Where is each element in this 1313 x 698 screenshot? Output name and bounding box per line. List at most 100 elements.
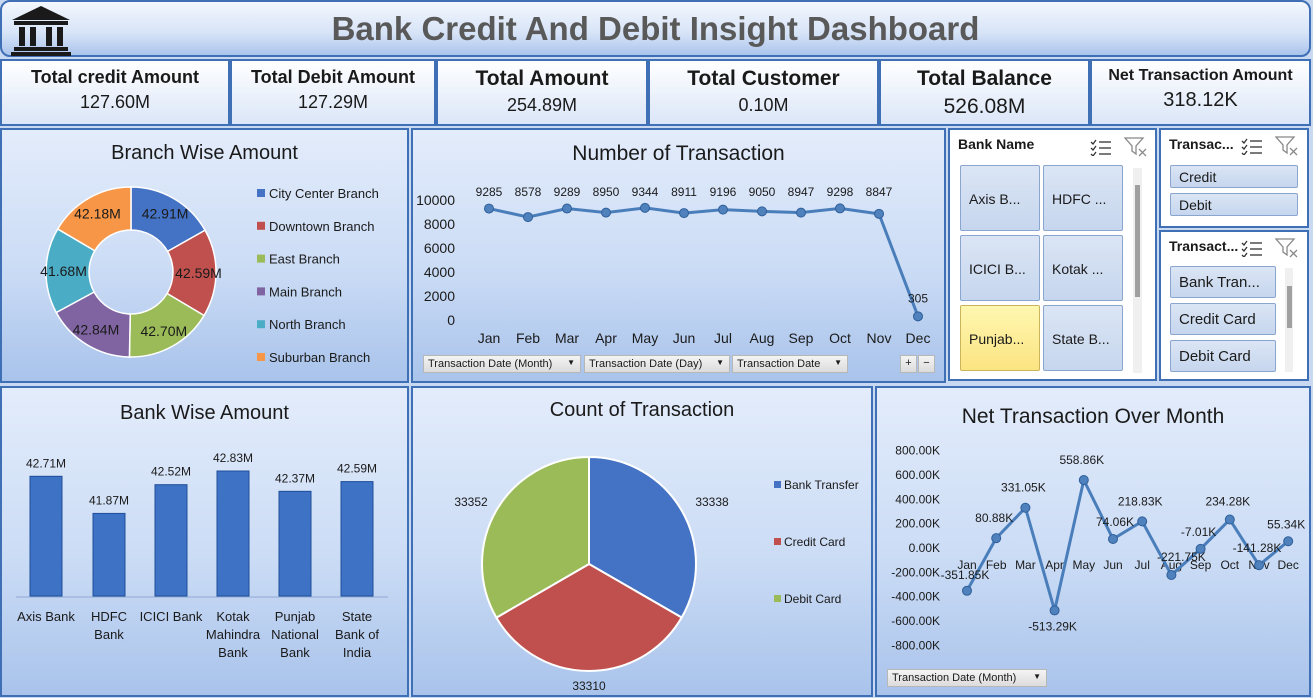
data-label: 8847 xyxy=(866,185,893,199)
y-tick-label: 800.00K xyxy=(895,444,940,458)
data-label: 9289 xyxy=(554,185,581,199)
slicer-item-kotak-bank[interactable]: Kotak ... xyxy=(1043,235,1123,301)
slicer-scrollbar-thumb[interactable] xyxy=(1135,185,1140,297)
filter-month-button[interactable]: Transaction Date (Month) ▼ xyxy=(423,355,581,373)
x-tick-label: Bank xyxy=(94,627,124,642)
x-tick-label: Jun xyxy=(1103,558,1122,572)
clear-filter-icon[interactable] xyxy=(1124,137,1148,157)
multi-select-icon[interactable] xyxy=(1241,137,1263,155)
legend-label: North Branch xyxy=(269,317,346,332)
data-label: 9298 xyxy=(827,185,854,199)
legend-swatch xyxy=(774,481,781,488)
slicer-item-axis-bank[interactable]: Axis B... xyxy=(960,165,1040,231)
chart-title: Number of Transaction xyxy=(572,142,785,165)
data-point xyxy=(1020,502,1031,513)
dropdown-arrow-icon: ▼ xyxy=(716,358,724,367)
slicer-scrollbar-thumb[interactable] xyxy=(1287,286,1292,328)
filter-label: Transaction Date (Month) xyxy=(892,672,1017,684)
data-point xyxy=(1224,514,1235,525)
legend-swatch xyxy=(257,221,265,230)
data-point xyxy=(484,203,494,214)
x-tick-label: Punjab xyxy=(275,609,315,624)
kpi-total-credit: Total credit Amount 127.60M xyxy=(0,59,230,126)
collapse-minus-button[interactable]: − xyxy=(918,355,935,373)
slicer-item-credit-card[interactable]: Credit Card xyxy=(1170,303,1276,335)
series-line xyxy=(488,206,920,317)
x-tick-label: Sep xyxy=(1190,558,1212,572)
data-label: 8947 xyxy=(788,185,815,199)
data-point xyxy=(1166,569,1177,580)
data-label: -7.01K xyxy=(1181,525,1216,539)
y-tick-label: 0 xyxy=(447,312,455,328)
clear-filter-icon[interactable] xyxy=(1275,238,1299,258)
x-tick-label: Dec xyxy=(1278,558,1299,572)
expand-plus-button[interactable]: + xyxy=(900,355,917,373)
transaction-channel-slicer: Transact... Bank Tran... Credit Card Deb… xyxy=(1159,230,1309,381)
x-tick-label: Jul xyxy=(714,330,732,346)
count-chart-panel: Count of Transaction 33338 33310 33352 Bank… xyxy=(411,386,873,697)
y-tick-label: 8000 xyxy=(424,216,455,232)
chart-title: Count of Transaction xyxy=(549,399,735,421)
x-tick-label: Bank of xyxy=(335,627,379,642)
data-label: -351.85K xyxy=(941,568,990,582)
x-tick-label: ICICI Bank xyxy=(140,609,203,624)
slicer-item-icici-bank[interactable]: ICICI B... xyxy=(960,235,1040,301)
y-tick-label: 4000 xyxy=(424,264,455,280)
legend-label: Credit Card xyxy=(784,535,845,549)
filter-month-button[interactable]: Transaction Date (Month) ▼ xyxy=(887,669,1047,687)
legend-swatch xyxy=(774,538,781,545)
data-label: 305 xyxy=(908,291,928,305)
multi-select-icon[interactable] xyxy=(1241,239,1263,257)
data-label: 55.34K xyxy=(1267,517,1305,531)
dropdown-arrow-icon: ▼ xyxy=(834,358,842,367)
chart-title: Net Transaction Over Month xyxy=(961,405,1225,428)
legend-label: City Center Branch xyxy=(269,186,379,201)
slicer-item-state-bank[interactable]: State B... xyxy=(1043,305,1123,371)
data-point xyxy=(835,203,845,214)
data-point xyxy=(679,208,689,219)
x-tick-label: Feb xyxy=(516,330,540,346)
data-label: 9196 xyxy=(710,185,737,199)
kpi-value: 318.12K xyxy=(1163,89,1238,111)
multi-select-icon[interactable] xyxy=(1090,138,1112,156)
slicer-item-hdfc-bank[interactable]: HDFC ... xyxy=(1043,165,1123,231)
slicer-item-bank-transfer[interactable]: Bank Tran... xyxy=(1170,266,1276,298)
data-point xyxy=(991,533,1002,544)
donut-slice xyxy=(56,186,132,252)
kpi-label: Net Transaction Amount xyxy=(1108,67,1293,84)
data-point xyxy=(1049,605,1060,616)
clear-filter-icon[interactable] xyxy=(1275,136,1299,156)
x-tick-label: Bank xyxy=(280,645,310,660)
data-point xyxy=(562,203,572,214)
dropdown-arrow-icon: ▼ xyxy=(567,358,575,367)
slicer-item-credit[interactable]: Credit xyxy=(1170,165,1298,188)
data-point xyxy=(796,207,806,218)
x-tick-label: Axis Bank xyxy=(17,609,75,624)
legend-label: Suburban Branch xyxy=(269,350,370,365)
data-label: 42.52M xyxy=(151,465,191,479)
x-tick-label: Nov xyxy=(867,330,892,346)
legend-swatch xyxy=(257,254,265,263)
slicer-item-punjab-bank[interactable]: Punjab... xyxy=(960,305,1040,371)
kpi-value: 127.60M xyxy=(79,92,151,112)
x-tick-label: HDFC xyxy=(91,609,127,624)
data-label: 42.91M xyxy=(142,206,189,222)
data-label: -513.29K xyxy=(1028,619,1077,633)
data-label: 558.86K xyxy=(1059,453,1104,467)
data-point xyxy=(913,311,923,322)
x-tick-label: Sep xyxy=(789,330,814,346)
slicer-header: Transact... xyxy=(1169,238,1239,254)
filter-date-button[interactable]: Transaction Date ▼ xyxy=(732,355,848,373)
data-point xyxy=(718,204,728,215)
bank-bar-chart: 42.71M Axis Bank 41.87M HDFC Bank 42.52M ICICI… xyxy=(16,451,388,660)
slicer-item-debit-card[interactable]: Debit Card xyxy=(1170,340,1276,372)
data-label: 9285 xyxy=(476,185,503,199)
x-tick-label: Aug xyxy=(750,330,775,346)
bar xyxy=(278,490,312,597)
filter-day-button[interactable]: Transaction Date (Day) ▼ xyxy=(584,355,730,373)
legend-swatch xyxy=(257,320,265,329)
data-point xyxy=(1108,533,1118,544)
count-pie-chart: 33338 33310 33352 Bank Transfer Credit Card D… xyxy=(454,455,859,693)
slicer-item-debit[interactable]: Debit xyxy=(1170,193,1298,216)
kpi-total-customer: Total Customer 0.10M xyxy=(648,59,879,126)
